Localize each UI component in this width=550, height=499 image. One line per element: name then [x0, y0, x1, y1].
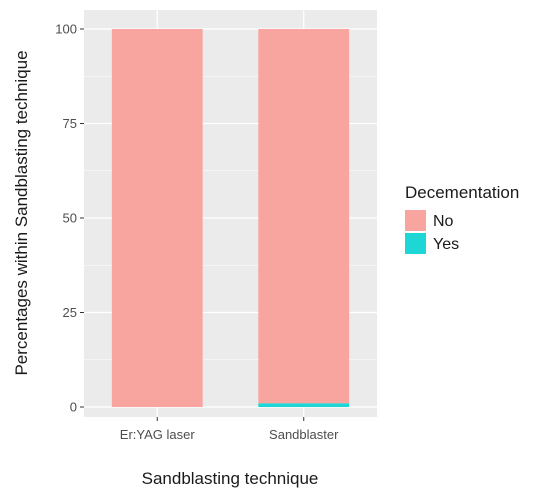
- legend-key-no: [405, 210, 426, 231]
- legend-label-no: No: [433, 213, 454, 230]
- y-axis-title: Percentages within Sandblasting techniqu…: [12, 50, 31, 375]
- y-tick-label: 100: [55, 22, 77, 37]
- y-tick-label: 0: [70, 400, 77, 415]
- legend-title: Decementation: [405, 183, 519, 202]
- y-tick-label: 25: [63, 305, 77, 320]
- x-axis-title: Sandblasting technique: [142, 469, 319, 488]
- x-tick-label: Er:YAG laser: [120, 427, 196, 442]
- legend-items: No Yes: [405, 210, 459, 254]
- legend-key-yes: [405, 233, 426, 254]
- bar-yes-2: [258, 403, 350, 407]
- legend-label-yes: Yes: [433, 236, 459, 253]
- y-axis-ticks: 0 25 50 75 100: [55, 22, 84, 415]
- x-tick-label: Sandblaster: [269, 427, 339, 442]
- bar-no-1: [111, 29, 203, 407]
- legend: Decementation No Yes: [405, 183, 519, 254]
- bar-no-2: [258, 29, 350, 404]
- x-axis-ticks: Er:YAG laser Sandblaster: [120, 417, 339, 442]
- y-tick-label: 75: [63, 116, 77, 131]
- bars: [111, 29, 350, 407]
- y-tick-label: 50: [63, 211, 77, 226]
